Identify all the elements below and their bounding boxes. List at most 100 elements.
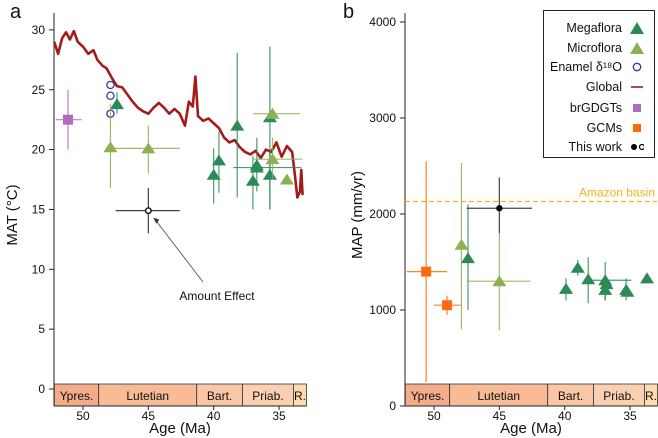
x-tick-label: 40 [558,409,572,423]
x-tick-label: 40 [207,409,221,423]
data-point-microflora [279,173,294,185]
data-point-megaflora [559,278,574,301]
arrow-head-icon [153,217,160,224]
open-circle-marker [144,207,152,215]
data-point-brgdgts [55,89,82,150]
data-point-this-work [115,187,180,234]
data-point-megaflora [599,278,614,290]
stage-label: R. [645,389,657,403]
data-point-enamel [106,80,115,90]
amazon-basin-label: Amazon basin [579,186,655,200]
triangle-icon [630,22,644,34]
legend: Megaflora Microflora Enamel δ¹⁸O Global … [543,10,655,158]
legend-label: GCMs [586,121,622,135]
data-point-enamel [106,91,115,100]
stage-label: Bart. [558,389,583,403]
square-icon [630,103,644,113]
triangle-marker [640,272,655,284]
data-point-microflora [103,104,118,188]
data-point-megaflora [206,148,221,204]
x-tick-label: 45 [493,409,507,423]
y-axis-label: MAP (mm/yr) [349,171,366,259]
data-point-microflora [252,137,303,180]
global-temperature-line [53,29,304,199]
open-circle-marker [106,80,115,90]
data-point-megaflora [230,52,245,198]
legend-label: Enamel δ¹⁸O [550,60,622,74]
square-icon [630,123,644,133]
triangle-marker [581,273,596,285]
square-marker [421,266,432,277]
y-tick-label: 4000 [369,15,396,29]
legend-label: Global [585,80,622,94]
data-point-megaflora [640,272,655,284]
legend-label: This work [568,140,622,154]
data-point-gcms [406,161,448,382]
triangle-icon [630,42,644,54]
data-point-microflora [466,233,531,331]
annotation-label: Amount Effect [179,289,255,303]
triangle-marker [492,275,507,287]
panel-b: b Ypres. Lutetian Bart. Priab. R. 50 45 40 35 0 100… [343,1,658,437]
x-axis-label: Age (Ma) [500,420,562,437]
data-point-microflora [110,125,180,174]
triangle-marker [211,154,226,166]
y-tick-label: 30 [32,23,46,37]
x-tick-label: 35 [623,409,637,423]
legend-item-megaflora: Megaflora [566,19,644,37]
triangle-marker [265,107,280,119]
open-circle-marker [106,91,115,100]
y-axis-label: MAT (°C) [4,184,21,245]
x-tick-label: 45 [142,409,156,423]
stage-label: Priab. [252,389,283,403]
square-marker [442,300,453,311]
triangle-marker [103,141,118,153]
y-tick-label: 3000 [369,111,396,125]
filled-dot-marker [496,205,503,212]
data-point-megaflora [620,285,635,297]
stage-label: Lutetian [126,389,169,403]
y-tick-label: 25 [32,83,46,97]
data-point-megaflora [211,131,226,193]
y-tick-label: 2000 [369,207,396,221]
open-circle-icon [630,62,644,72]
y-tick-label: 15 [32,202,46,216]
legend-label: brGDGTs [569,101,622,115]
triangle-marker [249,159,264,171]
triangle-marker [599,278,614,290]
stage-label: Ypres. [60,389,94,403]
panel-label: b [343,1,354,23]
stage-label: Bart. [207,389,232,403]
triangle-marker [245,174,260,186]
triangle-marker [230,119,245,131]
data-point-this-work [466,177,533,234]
stage-label: Ypres. [411,389,445,403]
triangle-marker [620,285,635,297]
y-tick-label: 0 [389,399,396,413]
triangle-marker [279,173,294,185]
data-point-megaflora [109,92,124,114]
triangle-marker [559,282,574,294]
legend-label: Microflora [567,41,622,55]
y-tick-label: 20 [32,143,46,157]
legend-item-this-work: This work [569,138,644,156]
legend-item-brgdgts: brGDGTs [570,99,644,117]
stage-label: Lutetian [477,389,520,403]
triangle-marker [460,252,475,264]
data-point-megaflora [460,204,475,310]
triangle-marker [262,168,277,180]
line-icon [630,85,644,89]
x-axis-label: Age (Ma) [149,420,211,437]
legend-item-microflora: Microflora [567,39,644,57]
dot-and-circle-icon [630,143,644,151]
data-point-gcms [434,295,462,315]
triangle-marker [109,98,124,110]
x-tick-label: 50 [427,409,441,423]
data-point-megaflora [570,260,585,276]
x-tick-label: 35 [272,409,286,423]
annotation-arrow [153,218,204,283]
panel-label: a [10,1,22,23]
square-marker [62,114,73,125]
triangle-marker [454,238,469,250]
